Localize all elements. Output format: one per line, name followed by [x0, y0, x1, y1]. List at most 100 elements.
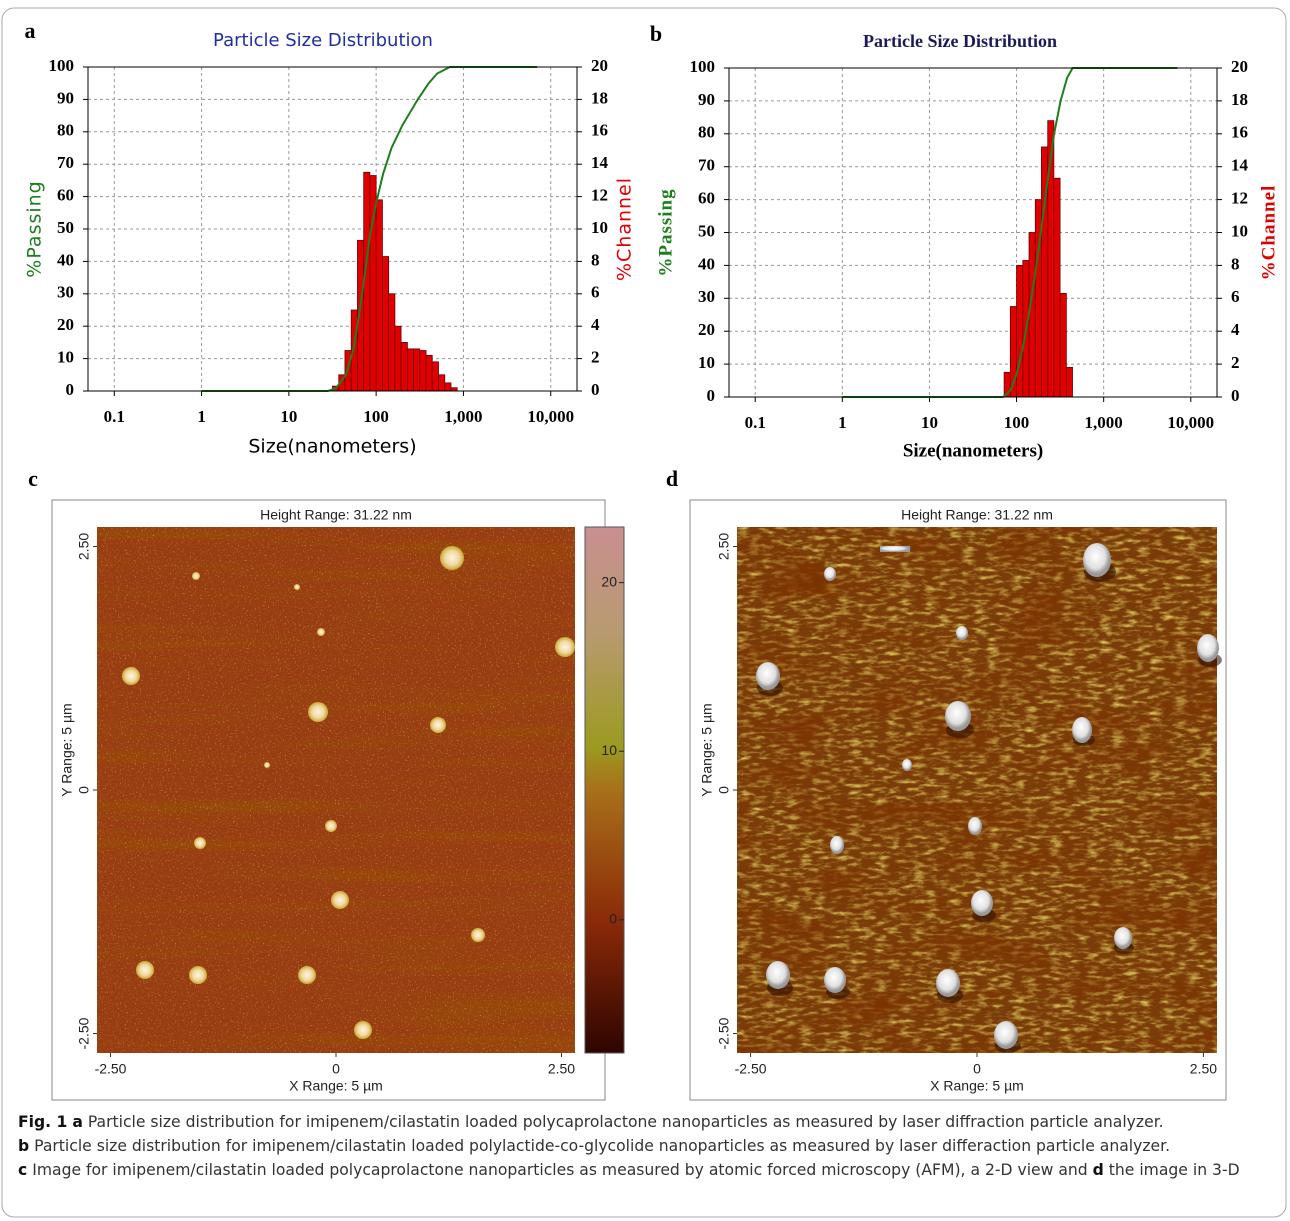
- x-tick-label: 10,000: [1167, 413, 1214, 432]
- y2-tick-label: 20: [591, 56, 608, 75]
- particles: [122, 546, 575, 1039]
- figure-label: Fig. 1: [18, 1113, 68, 1131]
- y2-tick-label: 16: [591, 121, 608, 140]
- chart-title: Particle Size Distribution: [213, 30, 433, 51]
- y-tick-label: 10: [57, 348, 74, 367]
- y2-tick-label: 8: [1231, 254, 1240, 273]
- histogram-bar: [425, 354, 433, 392]
- histogram-bar: [413, 348, 421, 392]
- y2-tick-label: 6: [1231, 287, 1240, 306]
- histogram-bar: [444, 382, 452, 392]
- panel-label: c: [28, 466, 38, 491]
- y-tick-label: 30: [698, 287, 715, 306]
- panel-label: a: [25, 18, 36, 43]
- y2-tick-label: 0: [591, 380, 600, 399]
- y2-tick-label: 12: [1231, 189, 1248, 208]
- y-tick-label: 60: [57, 186, 74, 205]
- y2-tick-label: 2: [1231, 353, 1240, 372]
- histogram-bar: [1065, 366, 1073, 398]
- height-range: Height Range: 31.22 nm: [260, 507, 412, 523]
- x-tick-label: 2.50: [1190, 1061, 1217, 1077]
- y-tick-label: 2.50: [76, 533, 92, 560]
- y-tick-label: 70: [57, 153, 74, 172]
- y-tick-label: 0: [716, 786, 732, 794]
- histogram-bar: [406, 348, 414, 392]
- histogram-bar: [382, 256, 390, 392]
- y-tick-label: 40: [698, 254, 715, 273]
- y-tick-label: 0: [66, 380, 75, 399]
- cumulative-line: [201, 66, 538, 392]
- caption-text: Particle size distribution for imipenem/…: [87, 1113, 1164, 1131]
- histogram-bar: [400, 341, 408, 392]
- y-axis-label: Y Range: 5 µm: [59, 703, 75, 796]
- y2-tick-label: 10: [591, 218, 608, 237]
- y-tick-label: 70: [698, 156, 715, 175]
- caption: Fig. 1 a Particle size distribution for …: [18, 1110, 1273, 1182]
- caption-letter: d: [1092, 1161, 1104, 1179]
- plot-frame: [728, 67, 1218, 398]
- afm-panel-3d: [689, 499, 1227, 1101]
- y-tick-label: 60: [698, 189, 715, 208]
- caption-letter: b: [18, 1137, 30, 1155]
- caption-letter: a: [72, 1113, 83, 1131]
- y-tick-label: 40: [57, 250, 74, 269]
- y-tick-label: 30: [57, 283, 74, 302]
- x-tick-label: 100: [1004, 413, 1030, 432]
- y-tick-label: 20: [57, 315, 74, 334]
- y2-tick-label: 0: [1231, 386, 1240, 405]
- x-tick-label: -2.50: [95, 1061, 127, 1077]
- y-tick-label: 100: [49, 56, 75, 75]
- y2-tick-label: 18: [1231, 90, 1248, 109]
- y-axis-label: Y Range: 5 µm: [699, 703, 715, 796]
- x-tick-label: 0: [973, 1061, 981, 1077]
- histogram-bar: [431, 361, 439, 392]
- y2-axis-label: %Channel: [1258, 185, 1279, 281]
- plot-area: [729, 68, 1217, 397]
- x-tick-label: 1: [838, 413, 847, 432]
- x-tick-label: 2.50: [548, 1061, 575, 1077]
- caption-letter: c: [18, 1161, 28, 1179]
- y-axis-label: %Passing: [24, 180, 46, 277]
- chart-title: Particle Size Distribution: [863, 31, 1057, 51]
- histogram-bar: [394, 325, 402, 392]
- y2-axis-label: %Channel: [614, 177, 636, 281]
- x-tick-label: -2.50: [735, 1061, 767, 1077]
- plot-frame: [87, 66, 578, 392]
- y-tick-label: 100: [690, 57, 716, 76]
- y2-tick-label: 18: [591, 88, 608, 107]
- y-tick-label: 80: [698, 123, 715, 142]
- histogram-bar: [388, 293, 396, 392]
- colorbar: [584, 526, 625, 1054]
- colorbar-tick-label: 20: [601, 573, 617, 589]
- histogram-bar: [375, 199, 383, 392]
- y-tick-label: 90: [698, 90, 715, 109]
- cumulative-line: [842, 67, 1178, 398]
- histogram-bar: [1059, 292, 1067, 398]
- x-axis-label: Size(nanometers): [903, 440, 1043, 461]
- y-tick-label: -2.50: [76, 1017, 92, 1049]
- y-tick-label: 90: [57, 88, 74, 107]
- y-tick-label: 50: [698, 221, 715, 240]
- histogram-bar: [1016, 264, 1024, 398]
- y2-tick-label: 4: [1231, 320, 1240, 339]
- x-tick-label: 0.1: [104, 407, 125, 426]
- plot-area: [88, 67, 577, 391]
- afm-texture: [737, 527, 1217, 1053]
- x-tick-label: 1,000: [1085, 413, 1123, 432]
- histogram-bar: [438, 374, 446, 392]
- colorbar-tick-label: 10: [601, 742, 617, 758]
- y2-tick-label: 20: [1231, 57, 1248, 76]
- x-tick-label: 10: [280, 407, 297, 426]
- caption-line: b Particle size distribution for imipene…: [18, 1134, 1273, 1158]
- y-tick-label: 50: [57, 218, 74, 237]
- y2-tick-label: 14: [1231, 156, 1249, 175]
- y2-tick-label: 16: [1231, 123, 1248, 142]
- figure-border: [1, 7, 1287, 1218]
- y-tick-label: -2.50: [716, 1017, 732, 1049]
- x-axis-label: X Range: 5 µm: [930, 1078, 1024, 1094]
- x-axis-label: Size(nanometers): [248, 436, 416, 458]
- x-tick-label: 100: [363, 407, 389, 426]
- colorbar-tick-label: 0: [609, 911, 617, 927]
- y2-tick-label: 2: [591, 348, 600, 367]
